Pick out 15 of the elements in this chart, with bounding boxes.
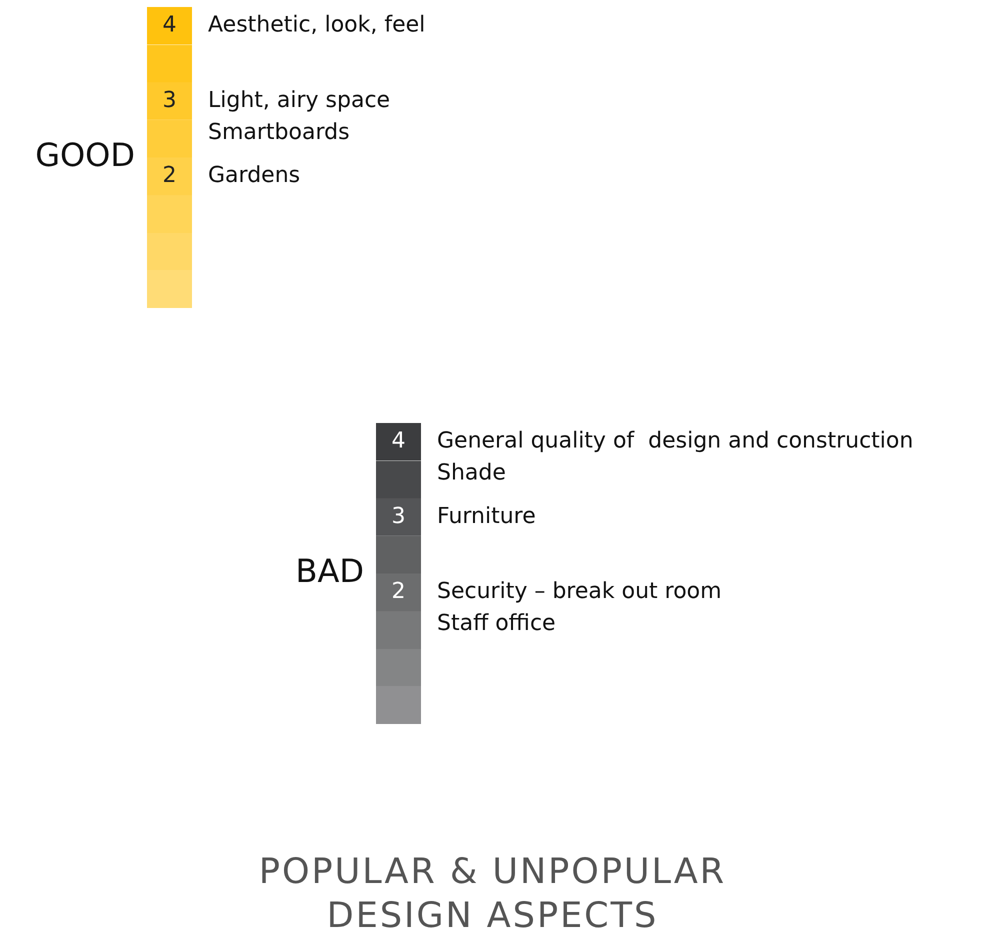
category-label: Aesthetic, look, feel xyxy=(208,12,426,38)
text: GOOD xyxy=(35,136,135,174)
data-label: 3 xyxy=(162,88,176,113)
data-label: 4 xyxy=(392,428,406,454)
data-label: 3 xyxy=(392,504,406,529)
category-label: General quality of design and construction Shade xyxy=(437,428,914,486)
data-label: 4 xyxy=(162,12,176,38)
text: POPULAR & UNPOPULAR DESIGN ASPECTS xyxy=(258,851,728,934)
category-label: Security – break out room Staff office xyxy=(437,579,722,636)
category-label: Gardens xyxy=(208,163,300,188)
category-label: Furniture xyxy=(437,504,536,529)
text: BAD xyxy=(296,552,364,590)
data-label: 2 xyxy=(162,163,176,188)
category-label: Light, airy space Smartboards xyxy=(208,88,390,145)
data-label: 2 xyxy=(392,579,406,604)
